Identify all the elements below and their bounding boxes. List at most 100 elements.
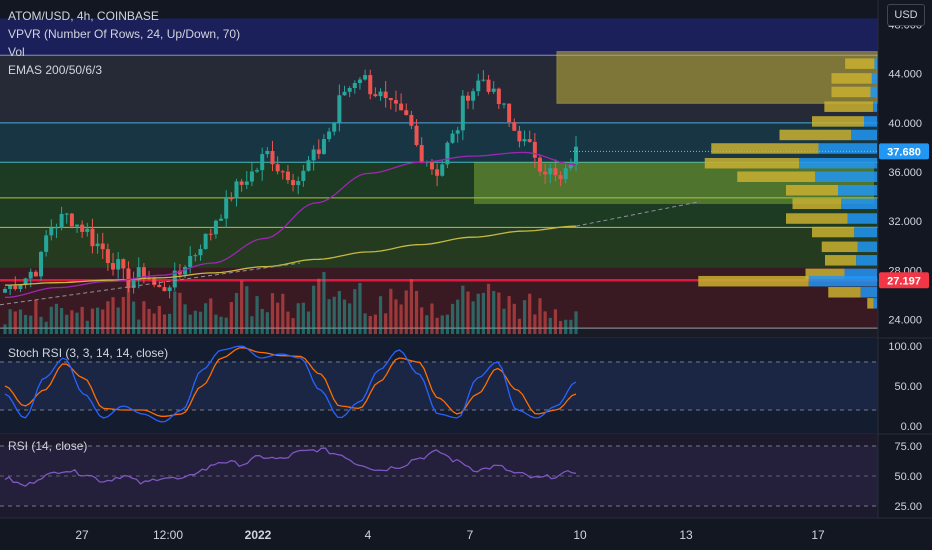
- volume-bar: [348, 303, 352, 334]
- volume-bar: [147, 308, 151, 334]
- currency-button[interactable]: USD: [887, 4, 925, 26]
- stoch-band: [0, 362, 878, 410]
- volume-bar: [425, 315, 429, 334]
- vp-row-up: [847, 213, 877, 224]
- rsi-axis-tick: 50.00: [894, 471, 922, 483]
- candle-body: [167, 287, 172, 292]
- volume-bar: [219, 316, 223, 334]
- candle-body: [352, 83, 357, 89]
- price-axis-tick: 36.000: [888, 167, 922, 179]
- vp-row-up: [799, 157, 877, 169]
- candle-body: [95, 243, 100, 247]
- vp-row-down: [779, 129, 851, 141]
- candle-body: [373, 94, 378, 97]
- vp-row-down: [711, 143, 819, 154]
- volume-bar: [358, 282, 362, 334]
- volume-bar: [548, 317, 552, 334]
- volume-bar: [54, 303, 59, 334]
- volume-bar: [564, 319, 568, 334]
- volume-bar: [90, 308, 95, 334]
- volume-bar: [353, 289, 357, 334]
- vp-row-up: [870, 86, 877, 98]
- candle-body: [126, 268, 131, 288]
- volume-bar: [373, 314, 377, 334]
- rsi-legend: RSI (14, close): [8, 439, 87, 453]
- candle-body: [23, 278, 28, 285]
- candle-body: [507, 103, 512, 123]
- vp-row-down: [867, 298, 874, 309]
- candle-body: [321, 139, 326, 154]
- candle-body: [177, 270, 182, 275]
- volume-bar: [461, 285, 465, 334]
- candle-body: [219, 218, 224, 221]
- time-axis-tick: 10: [573, 528, 587, 542]
- candle-body: [414, 125, 419, 146]
- candle-body: [501, 103, 506, 105]
- time-axis-tick: 27: [75, 528, 89, 542]
- volume-bar: [240, 280, 244, 334]
- candle-body: [44, 235, 49, 252]
- volume-bar: [466, 291, 470, 334]
- candle-body: [378, 91, 383, 97]
- volume-bar: [80, 306, 84, 334]
- volume-bar: [106, 301, 110, 334]
- volume-bar: [23, 314, 28, 334]
- candle-body: [90, 228, 95, 247]
- stoch-axis-tick: 50.00: [894, 381, 922, 393]
- candle-body: [481, 79, 486, 81]
- volume-bar: [517, 318, 522, 334]
- candle-body: [203, 233, 208, 250]
- candle-body: [13, 285, 18, 290]
- ema-200-line: [5, 225, 577, 286]
- candle-body: [260, 154, 265, 171]
- vp-row-up: [857, 241, 877, 253]
- volume-bar: [250, 316, 254, 334]
- vp-row-down: [786, 185, 838, 196]
- volume-bar: [574, 311, 578, 334]
- time-axis-tick: 12:00: [153, 528, 183, 542]
- trend-dashed-line: [0, 262, 301, 306]
- candle-body: [512, 122, 517, 131]
- candle-body: [234, 181, 239, 199]
- vp-row-down: [698, 275, 809, 287]
- volume-bar: [522, 300, 527, 334]
- candle-body: [491, 88, 496, 92]
- candle-body: [517, 130, 522, 142]
- candle-body: [157, 284, 162, 288]
- volume-bar: [44, 321, 48, 334]
- volume-bar: [507, 296, 511, 334]
- volume-bar: [481, 292, 486, 334]
- candle-body: [116, 259, 121, 270]
- volume-bar: [286, 311, 290, 334]
- volume-bar: [486, 283, 491, 334]
- candle-body: [193, 255, 198, 257]
- candle-body: [59, 213, 64, 228]
- volume-bar: [281, 293, 285, 334]
- volume-bar: [414, 290, 419, 334]
- volume-bar: [440, 315, 444, 334]
- volume-bar: [193, 310, 197, 334]
- volume-bar: [420, 307, 424, 334]
- stoch-legend: Stoch RSI (3, 3, 14, 14, close): [8, 346, 168, 360]
- volume-bar: [214, 314, 218, 334]
- candle-body: [100, 243, 105, 250]
- volume-bar: [168, 313, 172, 334]
- volume-bar: [312, 285, 316, 334]
- candle-body: [301, 170, 306, 181]
- volume-bar: [65, 314, 69, 334]
- price-axis-tick: 32.000: [888, 216, 922, 228]
- zone-band-resistance: [0, 122, 878, 163]
- vp-row-down: [786, 213, 848, 224]
- volume-bar: [322, 271, 326, 334]
- volume-bar: [538, 298, 542, 334]
- volume-bar: [18, 309, 23, 334]
- candle-body: [337, 95, 342, 123]
- vp-row-up: [856, 255, 877, 266]
- volume-bar: [132, 301, 136, 334]
- candle-body: [419, 145, 424, 164]
- volume-bar: [502, 308, 506, 334]
- candle-body: [198, 249, 203, 256]
- vp-row-up: [874, 58, 877, 69]
- vp-row-down: [812, 116, 864, 127]
